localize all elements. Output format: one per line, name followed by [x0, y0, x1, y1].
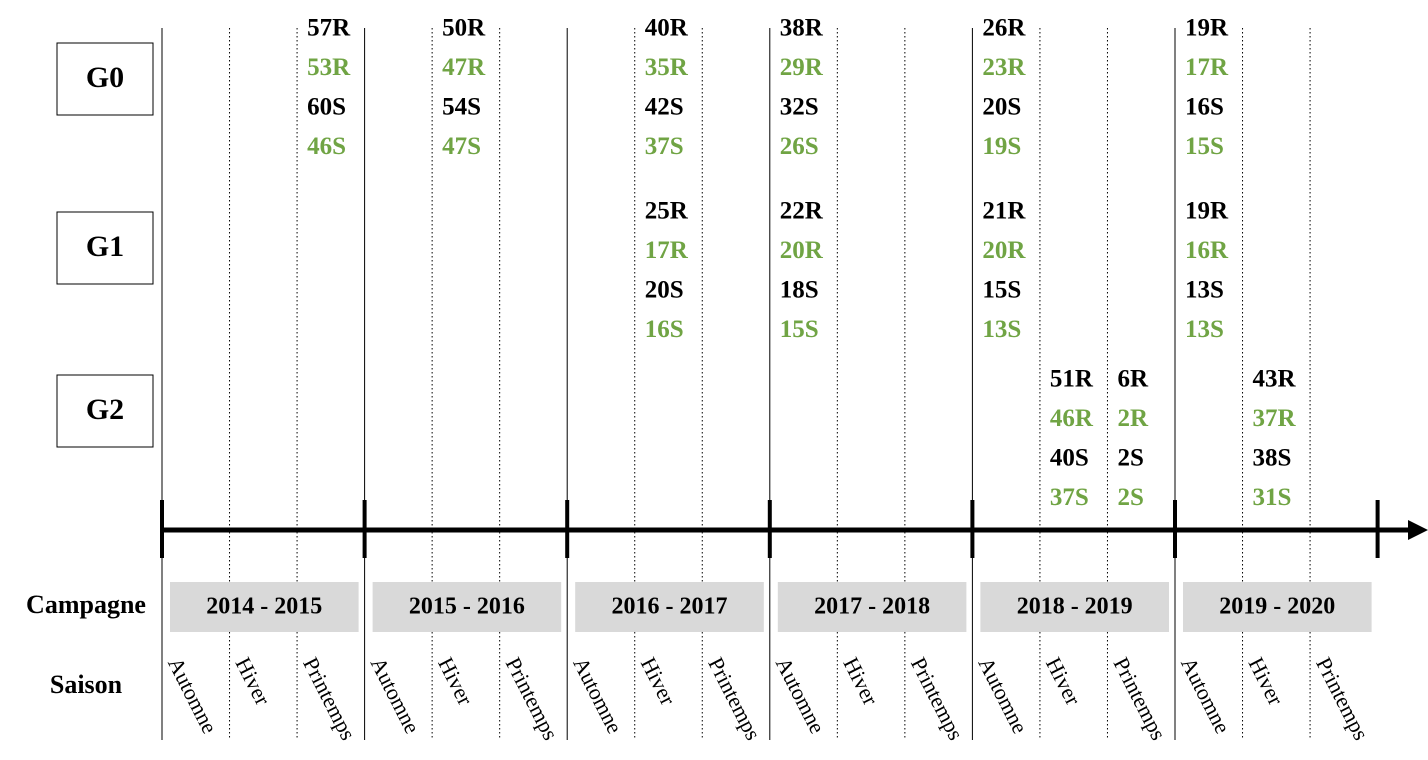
count-value: 29R — [780, 54, 824, 81]
count-value: 21R — [982, 198, 1026, 225]
count-value: 54S — [442, 94, 481, 121]
season-name: Printemps — [703, 653, 766, 744]
count-value: 38S — [1253, 445, 1292, 472]
count-value: 15S — [982, 277, 1021, 304]
count-value: 18S — [780, 277, 819, 304]
season-name: Automne — [1176, 653, 1235, 737]
campaign-box — [372, 582, 562, 632]
campaign-box — [170, 582, 359, 632]
count-value: 2S — [1117, 484, 1143, 511]
count-value: 20R — [982, 237, 1026, 264]
count-value: 31S — [1253, 484, 1292, 511]
season-name: Hiver — [838, 653, 883, 710]
count-value: 42S — [645, 94, 684, 121]
count-value: 46S — [307, 133, 346, 160]
season-name: Printemps — [501, 653, 564, 744]
season-name: Hiver — [433, 653, 478, 710]
count-value: 17R — [645, 237, 689, 264]
count-value: 19R — [1185, 198, 1229, 225]
count-value: 13S — [1185, 277, 1224, 304]
count-value: 19S — [982, 133, 1021, 160]
season-name: Printemps — [1311, 653, 1374, 744]
group-label: G1 — [86, 230, 124, 263]
count-value: 50R — [442, 15, 486, 42]
season-label: Saison — [50, 670, 123, 699]
campaign-label: Campagne — [26, 590, 146, 619]
count-value: 6R — [1117, 366, 1149, 393]
campaign-name: 2016 - 2017 — [612, 594, 728, 620]
count-value: 43R — [1253, 366, 1297, 393]
count-value: 40S — [1050, 445, 1089, 472]
season-name: Printemps — [298, 653, 361, 744]
group-box — [56, 374, 154, 448]
count-value: 40R — [645, 15, 689, 42]
campaign-box — [777, 582, 967, 632]
count-value: 20R — [780, 237, 824, 264]
group-label: G2 — [86, 393, 124, 426]
season-name: Hiver — [1244, 653, 1289, 710]
campaign-name: 2017 - 2018 — [814, 594, 930, 620]
campaign-name: 2015 - 2016 — [409, 594, 525, 620]
campaign-box — [980, 582, 1169, 632]
campaign-name: 2019 - 2020 — [1219, 594, 1335, 620]
count-value: 47R — [442, 54, 486, 81]
count-value: 16S — [645, 316, 684, 343]
season-name: Hiver — [636, 653, 681, 710]
count-value: 19R — [1185, 15, 1229, 42]
season-name: Automne — [366, 653, 425, 737]
count-value: 16R — [1185, 237, 1229, 264]
count-value: 22R — [780, 198, 824, 225]
season-name: Automne — [771, 653, 830, 737]
campaign-name: 2018 - 2019 — [1017, 594, 1133, 620]
campaign-name: 2014 - 2015 — [206, 594, 322, 620]
count-value: 20S — [645, 277, 684, 304]
count-value: 53R — [307, 54, 351, 81]
count-value: 57R — [307, 15, 351, 42]
group-label: G0 — [86, 61, 124, 94]
count-value: 13S — [982, 316, 1021, 343]
count-value: 26S — [780, 133, 819, 160]
season-name: Automne — [568, 653, 627, 737]
season-name: Hiver — [231, 653, 276, 710]
count-value: 47S — [442, 133, 481, 160]
count-value: 23R — [982, 54, 1026, 81]
count-value: 25R — [645, 198, 689, 225]
count-value: 15S — [1185, 133, 1224, 160]
campaign-box — [1183, 582, 1372, 632]
count-value: 26R — [982, 15, 1026, 42]
count-value: 35R — [645, 54, 689, 81]
axis-arrow — [1408, 520, 1428, 540]
season-name: Printemps — [906, 653, 969, 744]
count-value: 13S — [1185, 316, 1224, 343]
count-value: 60S — [307, 94, 346, 121]
count-value: 20S — [982, 94, 1021, 121]
count-value: 37S — [645, 133, 684, 160]
count-value: 51R — [1050, 366, 1094, 393]
season-name: Printemps — [1109, 653, 1172, 744]
count-value: 2S — [1117, 445, 1143, 472]
season-name: Hiver — [1041, 653, 1086, 710]
season-name: Automne — [973, 653, 1032, 737]
count-value: 16S — [1185, 94, 1224, 121]
count-value: 46R — [1050, 405, 1094, 432]
count-value: 38R — [780, 15, 824, 42]
count-value: 37R — [1253, 405, 1297, 432]
count-value: 37S — [1050, 484, 1089, 511]
group-box — [56, 42, 154, 116]
count-value: 15S — [780, 316, 819, 343]
group-box — [56, 211, 154, 285]
count-value: 2R — [1117, 405, 1149, 432]
count-value: 17R — [1185, 54, 1229, 81]
count-value: 32S — [780, 94, 819, 121]
season-name: Automne — [163, 653, 222, 737]
campaign-box — [575, 582, 764, 632]
